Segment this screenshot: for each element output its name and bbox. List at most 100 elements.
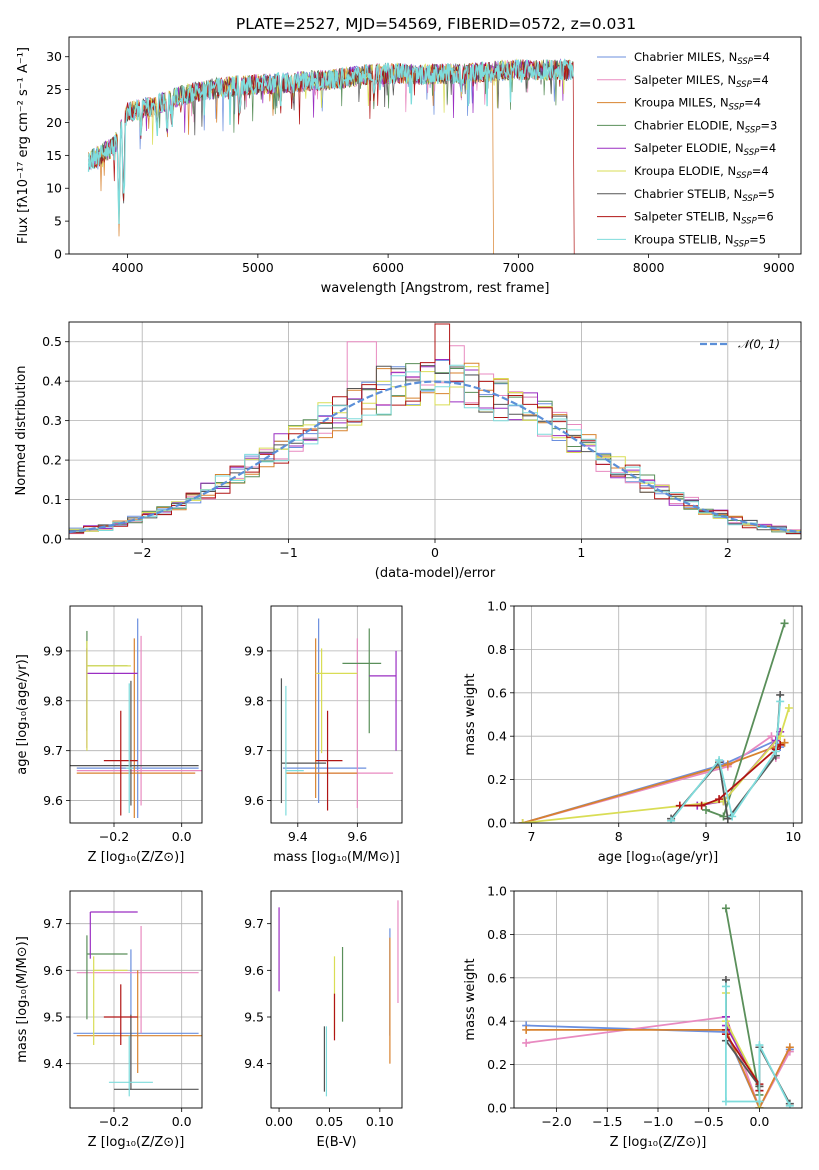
legend-sub: SSP xyxy=(729,103,745,113)
series-line xyxy=(725,993,761,1108)
y-tick-label: 0.5 xyxy=(42,334,62,349)
y-axis-label: mass [log₁₀(M/M⊙)] xyxy=(15,936,30,1063)
y-tick-label: 0.0 xyxy=(42,532,62,547)
spectrum-line xyxy=(88,59,575,254)
y-tick-label: 9.8 xyxy=(244,693,264,708)
series-line xyxy=(522,707,790,823)
y-axis-label: mass weight xyxy=(463,673,478,755)
panel-mass_vs_ebv: 0.00 0.05 0.10 9.4 9.5 9.6 9.7 E(B-V) xyxy=(244,890,403,1150)
data-point xyxy=(755,1041,764,1050)
y-tick-label: 0.0 xyxy=(487,1101,507,1116)
y-tick-label: 9.6 xyxy=(244,793,264,808)
legend-entry: Kroupa STELIB, NSSP=5 xyxy=(634,232,766,249)
legend-sub: SSP xyxy=(745,125,761,135)
y-axis-label: age [log₁₀(age/yr)] xyxy=(15,654,30,775)
y-tick-label: 9.4 xyxy=(244,1056,264,1071)
data-point xyxy=(723,814,732,823)
legend-label: Kroupa ELODIE, N xyxy=(634,164,736,178)
legend-entry: 𝒩(0, 1) xyxy=(738,337,780,351)
data-point xyxy=(715,795,724,804)
legend-entry: Kroupa MILES, NSSP=4 xyxy=(634,96,761,113)
axes-frame xyxy=(68,36,802,255)
y-tick-label: 0.2 xyxy=(42,453,62,468)
series-line xyxy=(705,623,786,818)
x-tick-label: 7 xyxy=(527,829,535,844)
y-tick-label: 0.2 xyxy=(487,1057,507,1072)
legend-entry: Salpeter STELIB, NSSP=6 xyxy=(634,210,774,227)
axes-frame xyxy=(513,890,803,1109)
y-tick-label: 10 xyxy=(46,181,62,196)
y-tick-label: 15 xyxy=(46,148,62,163)
y-tick-label: 9.6 xyxy=(43,793,63,808)
x-tick-label: 0.0 xyxy=(172,829,192,844)
legend-n: =5 xyxy=(758,187,775,201)
legend-sub: SSP xyxy=(737,57,753,67)
data-point xyxy=(518,819,527,823)
legend-entry: Kroupa ELODIE, NSSP=4 xyxy=(634,164,769,181)
y-tick-label: 1.0 xyxy=(487,599,507,614)
axes-frame xyxy=(270,890,403,1109)
legend-n: =4 xyxy=(759,141,776,155)
legend-sub: SSP xyxy=(744,148,760,158)
legend-label: Salpeter ELODIE, N xyxy=(634,141,744,155)
x-tick-label: −0.2 xyxy=(99,1114,129,1129)
legend-label: Salpeter MILES, N xyxy=(634,73,736,87)
x-tick-label: −1 xyxy=(279,545,297,560)
x-tick-label: −1.0 xyxy=(643,1114,673,1129)
x-tick-label: 4000 xyxy=(112,260,144,275)
axes-frame xyxy=(69,605,203,824)
panel-age_vs_mass: 9.4 9.6 9.6 9.7 9.8 9.9 mass [log₁₀(M/M⊙)] xyxy=(244,605,403,865)
x-tick-label: 0.00 xyxy=(265,1114,293,1129)
y-tick-label: 25 xyxy=(46,82,62,97)
y-tick-label: 0.1 xyxy=(42,492,62,507)
plot-area-spectrum xyxy=(87,58,575,254)
data-point xyxy=(776,740,785,749)
data-point xyxy=(719,797,728,806)
panel-spectrum: 4000 5000 6000 7000 8000 9000 0 5 10 15 20 25 30 wave… xyxy=(16,36,802,296)
x-tick-label: 0.05 xyxy=(316,1114,344,1129)
y-tick-label: 9.7 xyxy=(43,916,63,931)
legend-label: Chabrier ELODIE, N xyxy=(634,118,745,132)
data-point xyxy=(702,805,710,814)
y-tick-label: 0.4 xyxy=(487,729,507,744)
legend-sub: SSP xyxy=(736,80,752,90)
x-tick-label: 0 xyxy=(431,545,439,560)
data-point xyxy=(667,816,676,823)
plot-area-mass_vs_ebv xyxy=(278,900,399,1097)
x-tick-label: 8 xyxy=(615,829,623,844)
data-point xyxy=(784,703,793,712)
legend-label: Salpeter STELIB, N xyxy=(634,210,741,224)
data-point xyxy=(755,1097,764,1106)
x-tick-label: −0.5 xyxy=(694,1114,724,1129)
x-tick-label: 9000 xyxy=(763,260,795,275)
plot-area-residuals xyxy=(69,323,801,535)
x-tick-label: 8000 xyxy=(633,260,665,275)
legend-label: Chabrier MILES, N xyxy=(634,50,737,64)
legend-n: =4 xyxy=(744,96,761,110)
x-tick-label: 0.0 xyxy=(749,1114,769,1129)
x-tick-label: 0.10 xyxy=(366,1114,394,1129)
histogram-step xyxy=(69,364,801,533)
x-axis-label: Z [log₁₀(Z/Z⊙)] xyxy=(88,1135,185,1150)
y-tick-label: 9.5 xyxy=(43,1010,63,1025)
x-tick-label: 1 xyxy=(577,545,585,560)
axes-frame xyxy=(513,605,803,824)
y-tick-label: 0.0 xyxy=(487,816,507,831)
data-point xyxy=(719,812,728,821)
data-point xyxy=(721,982,730,991)
x-tick-label: 9.6 xyxy=(347,829,367,844)
legend-n: =6 xyxy=(757,210,774,224)
axes-frame xyxy=(69,890,203,1109)
legend-entry: Chabrier MILES, NSSP=4 xyxy=(634,50,770,67)
legend-entry: Salpeter MILES, NSSP=4 xyxy=(634,73,769,90)
y-tick-label: 9.7 xyxy=(244,743,264,758)
y-tick-label: 9.5 xyxy=(244,1010,264,1025)
series-line xyxy=(725,908,761,1102)
y-tick-label: 0.4 xyxy=(487,1014,507,1029)
y-tick-label: 20 xyxy=(46,115,62,130)
y-tick-label: 0.4 xyxy=(42,374,62,389)
y-axis-label: Normed distribution xyxy=(14,366,29,496)
y-tick-label: 0.6 xyxy=(487,970,507,985)
x-tick-label: −2.0 xyxy=(541,1114,571,1129)
